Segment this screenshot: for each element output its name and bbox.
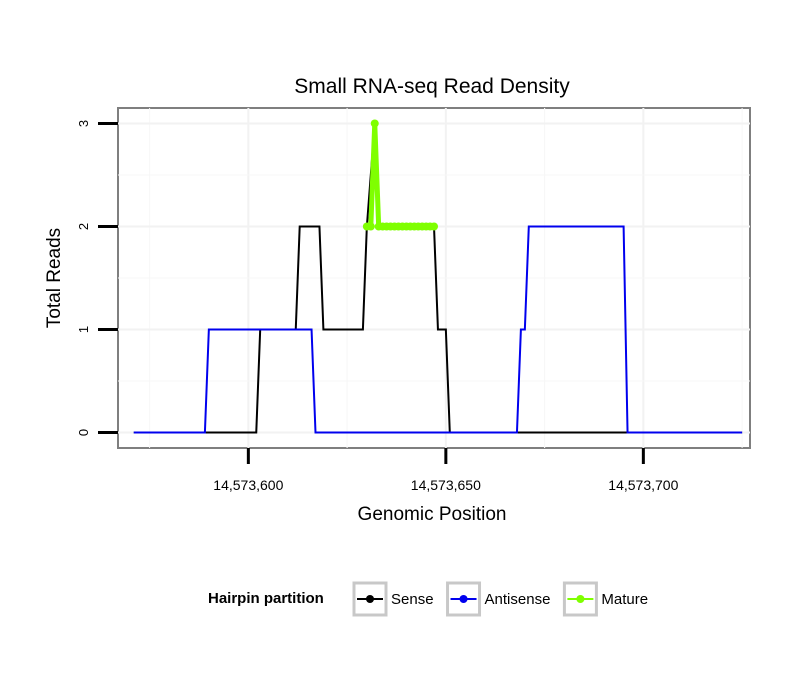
x-axis-label: Genomic Position: [358, 504, 507, 525]
chart-title: Small RNA-seq Read Density: [294, 75, 570, 98]
y-tick-label: 2: [76, 223, 91, 230]
legend-items: Sense Antisense Mature: [352, 581, 648, 617]
legend-item-antisense: Antisense: [446, 581, 551, 617]
series-layer: [133, 119, 743, 434]
y-tick-label: 3: [76, 120, 91, 127]
legend-key-point: [576, 595, 585, 603]
legend-label: Mature: [601, 591, 648, 608]
data-point-mature: [366, 222, 375, 231]
legend-label: Sense: [391, 591, 434, 608]
x-tick-label: 14,573,600: [213, 477, 283, 493]
legend-title: Hairpin partition: [208, 590, 324, 607]
legend-item-mature: Mature: [562, 581, 648, 617]
legend-item-sense: Sense: [352, 581, 434, 617]
legend-key-point: [459, 595, 468, 603]
legend-label: Antisense: [485, 591, 551, 608]
axes-layer: 14,573,600 14,573,650 14,573,700 0 1 2 3: [76, 120, 679, 493]
y-tick-label: 0: [76, 429, 91, 436]
legend-key-point: [366, 595, 374, 603]
data-point-mature: [430, 222, 438, 231]
y-tick-label: 1: [76, 326, 91, 333]
legend: Hairpin partition Sense Antisense Mature: [208, 581, 648, 617]
series-line-antisense: [133, 225, 743, 434]
x-tick-label: 14,573,650: [411, 477, 481, 493]
y-axis-label: Total Reads: [44, 228, 65, 328]
data-point-mature: [370, 119, 379, 128]
x-tick-label: 14,573,700: [608, 477, 678, 493]
